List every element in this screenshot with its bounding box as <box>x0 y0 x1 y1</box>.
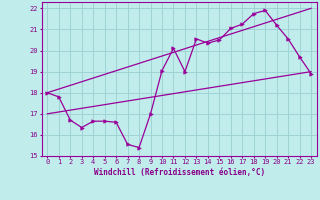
X-axis label: Windchill (Refroidissement éolien,°C): Windchill (Refroidissement éolien,°C) <box>94 168 265 177</box>
